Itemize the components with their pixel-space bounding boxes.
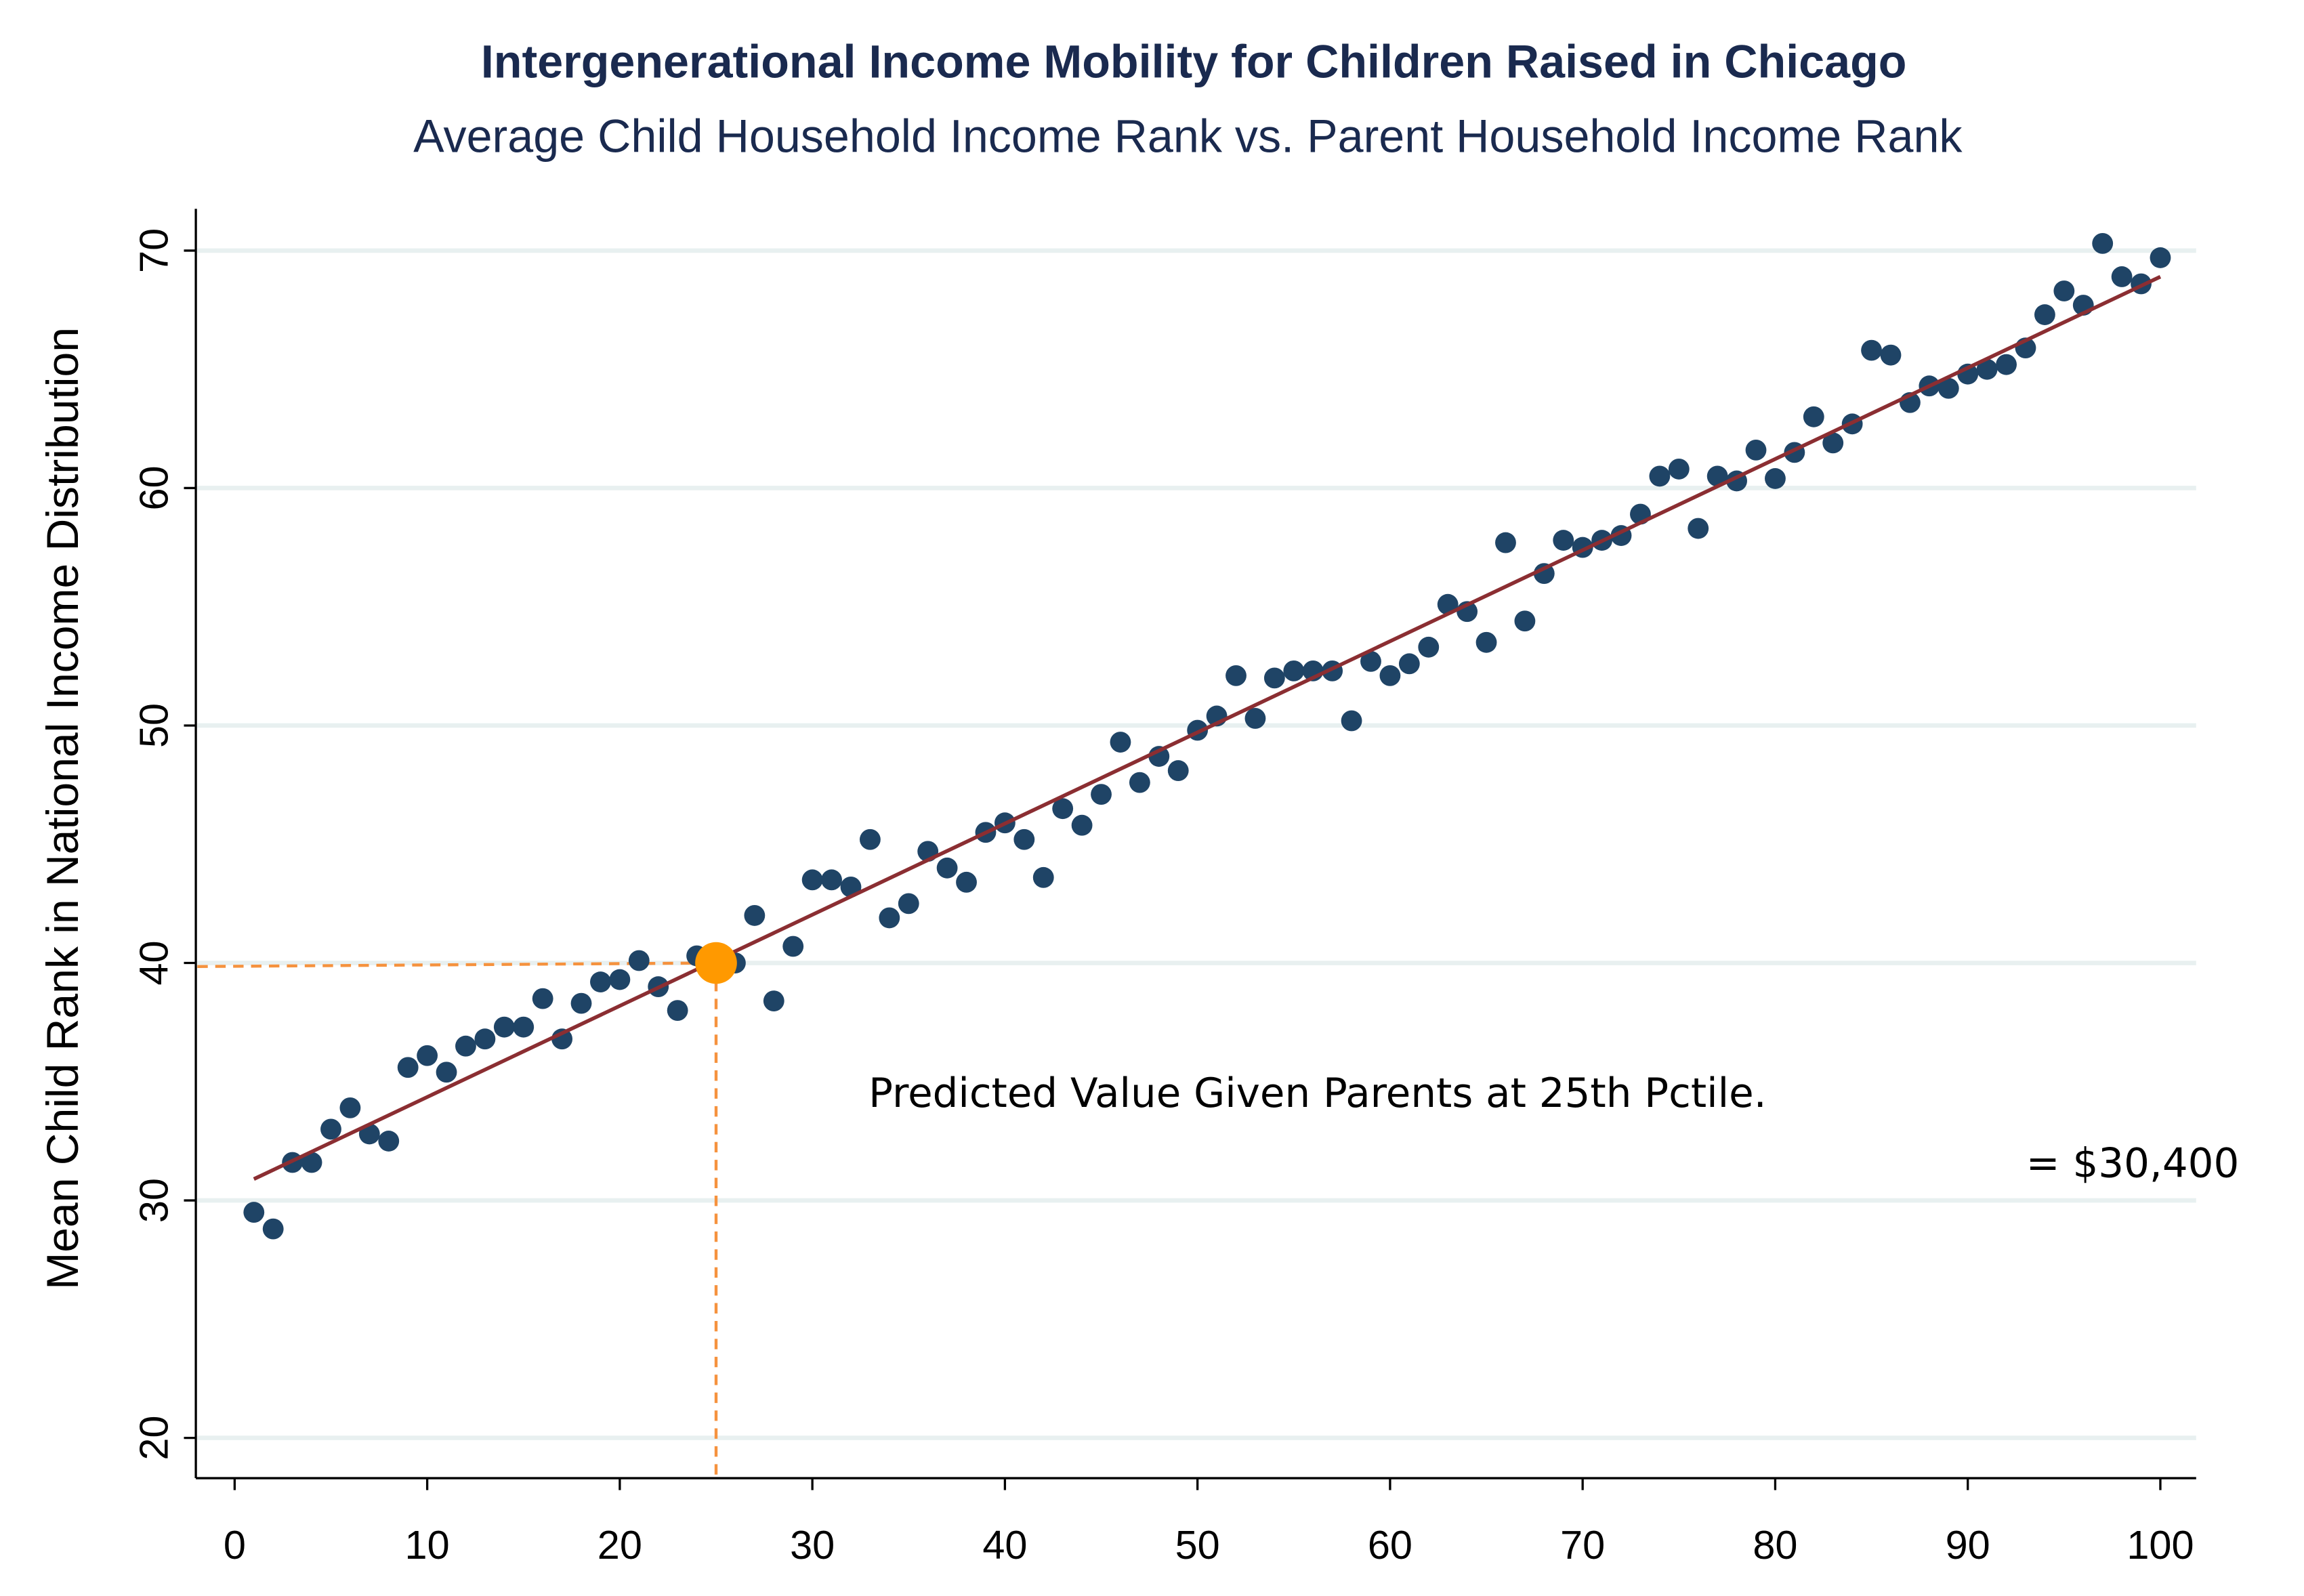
data-point (1013, 828, 1035, 850)
x-tick-label: 10 (405, 1522, 450, 1568)
data-point (2092, 232, 2114, 254)
data-point (301, 1152, 322, 1173)
y-tick-label: 30 (131, 1178, 176, 1223)
data-point (397, 1057, 419, 1078)
data-point (243, 1202, 265, 1223)
x-tick-label: 80 (1753, 1522, 1797, 1568)
data-point (590, 971, 611, 992)
data-point (1745, 439, 1767, 461)
data-point (1032, 866, 1054, 888)
data-point (532, 988, 553, 1009)
data-point (744, 905, 766, 926)
data-point (1514, 610, 1536, 632)
data-point (1418, 636, 1440, 658)
x-tick-label: 100 (2127, 1522, 2194, 1568)
chart-title: Intergenerational Income Mobility for Ch… (481, 36, 1907, 87)
y-tick-label: 60 (131, 465, 176, 510)
data-point (1495, 532, 1516, 553)
y-tick-label: 40 (131, 940, 176, 985)
data-point (821, 869, 842, 891)
data-point (1976, 358, 1998, 380)
highlight-point (695, 942, 737, 984)
x-tick-label: 40 (982, 1522, 1027, 1568)
data-point (1668, 458, 1690, 480)
x-tick-label: 60 (1368, 1522, 1412, 1568)
data-point (1803, 406, 1824, 427)
data-point (2034, 304, 2055, 325)
data-point (956, 871, 977, 893)
data-point (898, 893, 919, 915)
data-point (1649, 465, 1671, 487)
data-point (1861, 339, 1882, 361)
data-point (493, 1016, 515, 1038)
data-point (2150, 247, 2171, 268)
data-point (1688, 518, 1709, 539)
data-point (859, 828, 881, 850)
data-point (1533, 563, 1555, 585)
data-point (801, 869, 823, 891)
data-point (1996, 354, 2017, 375)
data-point (1706, 465, 1728, 487)
data-point (1052, 798, 1074, 820)
data-point (1360, 650, 1381, 672)
data-point (763, 990, 784, 1012)
x-tick-label: 20 (598, 1522, 642, 1568)
data-point (2053, 280, 2075, 301)
x-tick-label: 0 (224, 1522, 246, 1568)
data-point (436, 1062, 457, 1083)
data-point (1167, 760, 1189, 782)
data-point (1071, 814, 1093, 836)
data-point (667, 1000, 688, 1022)
x-tick-label: 50 (1175, 1522, 1220, 1568)
data-point (1129, 772, 1150, 793)
y-tick-label: 20 (131, 1416, 176, 1461)
data-point (339, 1097, 361, 1118)
data-point (1765, 468, 1786, 489)
data-point (1880, 344, 1902, 366)
data-point (417, 1045, 438, 1066)
fit-line (253, 274, 2162, 1181)
data-point (1398, 653, 1420, 675)
data-point (1283, 660, 1305, 681)
x-tick-label: 30 (790, 1522, 835, 1568)
x-tick-label: 70 (1560, 1522, 1605, 1568)
data-point (1553, 530, 1574, 551)
data-point (1379, 665, 1401, 686)
data-point (1263, 667, 1285, 689)
data-point (1226, 665, 1247, 686)
data-point (262, 1218, 284, 1240)
data-point (1341, 710, 1362, 732)
y-tick-label: 70 (131, 228, 176, 273)
data-point (936, 857, 958, 879)
data-point (782, 936, 804, 957)
data-point (1938, 377, 1959, 399)
y-tick-label: 50 (131, 703, 176, 748)
data-point (513, 1016, 535, 1038)
data-point (474, 1028, 496, 1050)
data-point (609, 969, 631, 990)
data-point (2111, 266, 2133, 287)
y-axis-label: Mean Child Rank in National Income Distr… (37, 327, 87, 1290)
data-point (628, 950, 650, 971)
annotation-income: = $30,400 (2026, 1140, 2240, 1187)
data-point (1091, 784, 1112, 805)
data-point (455, 1035, 476, 1057)
data-point (1822, 432, 1844, 454)
data-point (378, 1131, 400, 1152)
annotation-predicted: Predicted Value Given Parents at 25th Pc… (868, 1070, 1766, 1117)
x-tick-label: 90 (1946, 1522, 1990, 1568)
data-point (1475, 631, 1497, 653)
data-point (570, 992, 592, 1014)
data-point (1244, 708, 1266, 729)
data-point (1110, 732, 1131, 753)
data-point (320, 1118, 341, 1140)
data-point (879, 907, 900, 929)
chart-subtitle: Average Child Household Income Rank vs. … (413, 111, 1963, 163)
